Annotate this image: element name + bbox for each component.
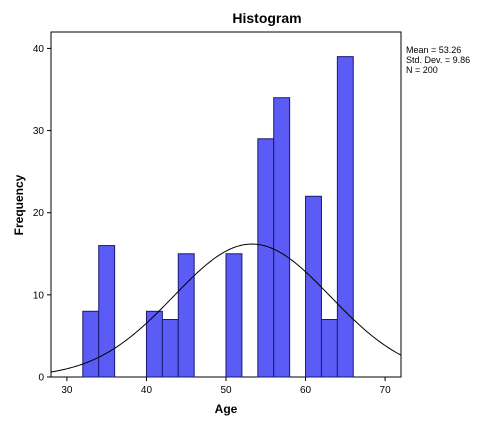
stat-mean: Mean = 53.26	[406, 45, 461, 55]
histogram-bar	[177, 253, 195, 378]
histogram-bar	[305, 195, 322, 378]
normal-curve	[50, 243, 402, 373]
y-tick-label: 0	[38, 373, 44, 384]
y-tick-label: 40	[33, 44, 45, 55]
stat-std-dev: Std. Dev. = 9.86	[406, 55, 470, 65]
x-tick-label: 60	[300, 385, 312, 396]
y-tick-label: 20	[33, 208, 45, 219]
histogram-bar	[98, 245, 116, 378]
x-tick-label: 50	[220, 385, 232, 396]
y-tick-label: 30	[33, 126, 45, 137]
x-axis-label: Age	[215, 402, 238, 416]
histogram-bar	[225, 253, 243, 378]
histogram-bar	[82, 310, 100, 378]
y-axis-label: Frequency	[12, 174, 26, 235]
histogram-bar	[257, 138, 275, 378]
histogram-bar	[320, 319, 338, 378]
chart-title: Histogram	[232, 10, 301, 26]
y-tick-label: 10	[33, 290, 45, 301]
x-tick-label: 30	[61, 385, 73, 396]
y-axis-ticks: 0 10 20 30 40	[33, 44, 51, 384]
stat-n: N = 200	[406, 65, 438, 75]
x-axis-ticks: 30 40 50 60 70	[61, 377, 391, 396]
x-tick-label: 70	[380, 385, 392, 396]
x-tick-label: 40	[141, 385, 153, 396]
bars-group	[82, 56, 354, 378]
histogram-bar	[273, 97, 291, 378]
histogram-bar	[336, 56, 354, 378]
stats-box: Mean = 53.26 Std. Dev. = 9.86 N = 200	[406, 45, 470, 75]
histogram-bar	[161, 319, 179, 378]
